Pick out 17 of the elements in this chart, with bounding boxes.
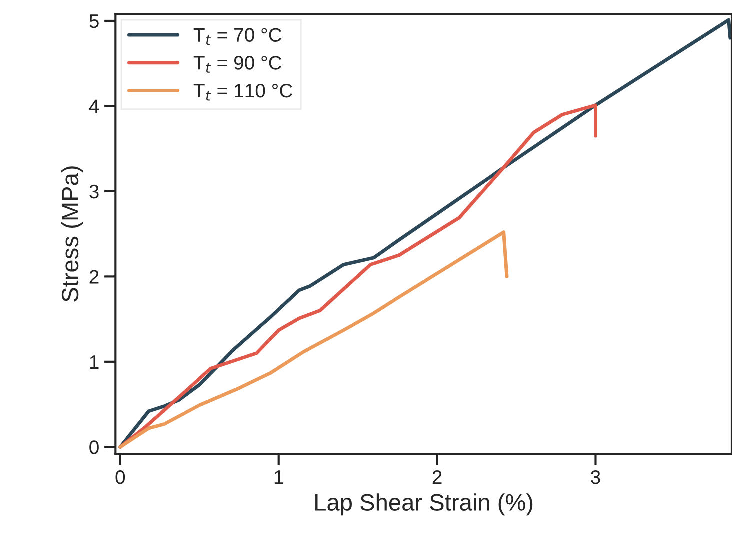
x-tick-label: 3 — [591, 470, 600, 484]
line-series — [118, 104, 598, 449]
x-tick-label: 0 — [116, 470, 126, 484]
y-tick-label: 3 — [90, 184, 99, 199]
y-tick-label: 5 — [90, 14, 99, 28]
legend-label: T$_{t}$ = 90 °C — [194, 56, 282, 73]
x-axis-title: Lap Shear Strain (%) — [316, 494, 533, 516]
y-tick-label: 4 — [89, 100, 100, 114]
y-tick-label: 2 — [90, 270, 99, 284]
y-tick-label: 0 — [90, 440, 99, 454]
legend-label: T$_{t}$ = 70 °C — [194, 28, 282, 46]
line-series — [118, 230, 509, 449]
y-axis-title: Stress (MPa) — [61, 166, 84, 302]
y-tick-label: 1 — [90, 356, 99, 369]
x-tick-label: 1 — [274, 470, 284, 484]
legend-label: T$_{t}$ = 110 °C — [194, 84, 292, 101]
x-tick-label: 2 — [432, 470, 442, 484]
